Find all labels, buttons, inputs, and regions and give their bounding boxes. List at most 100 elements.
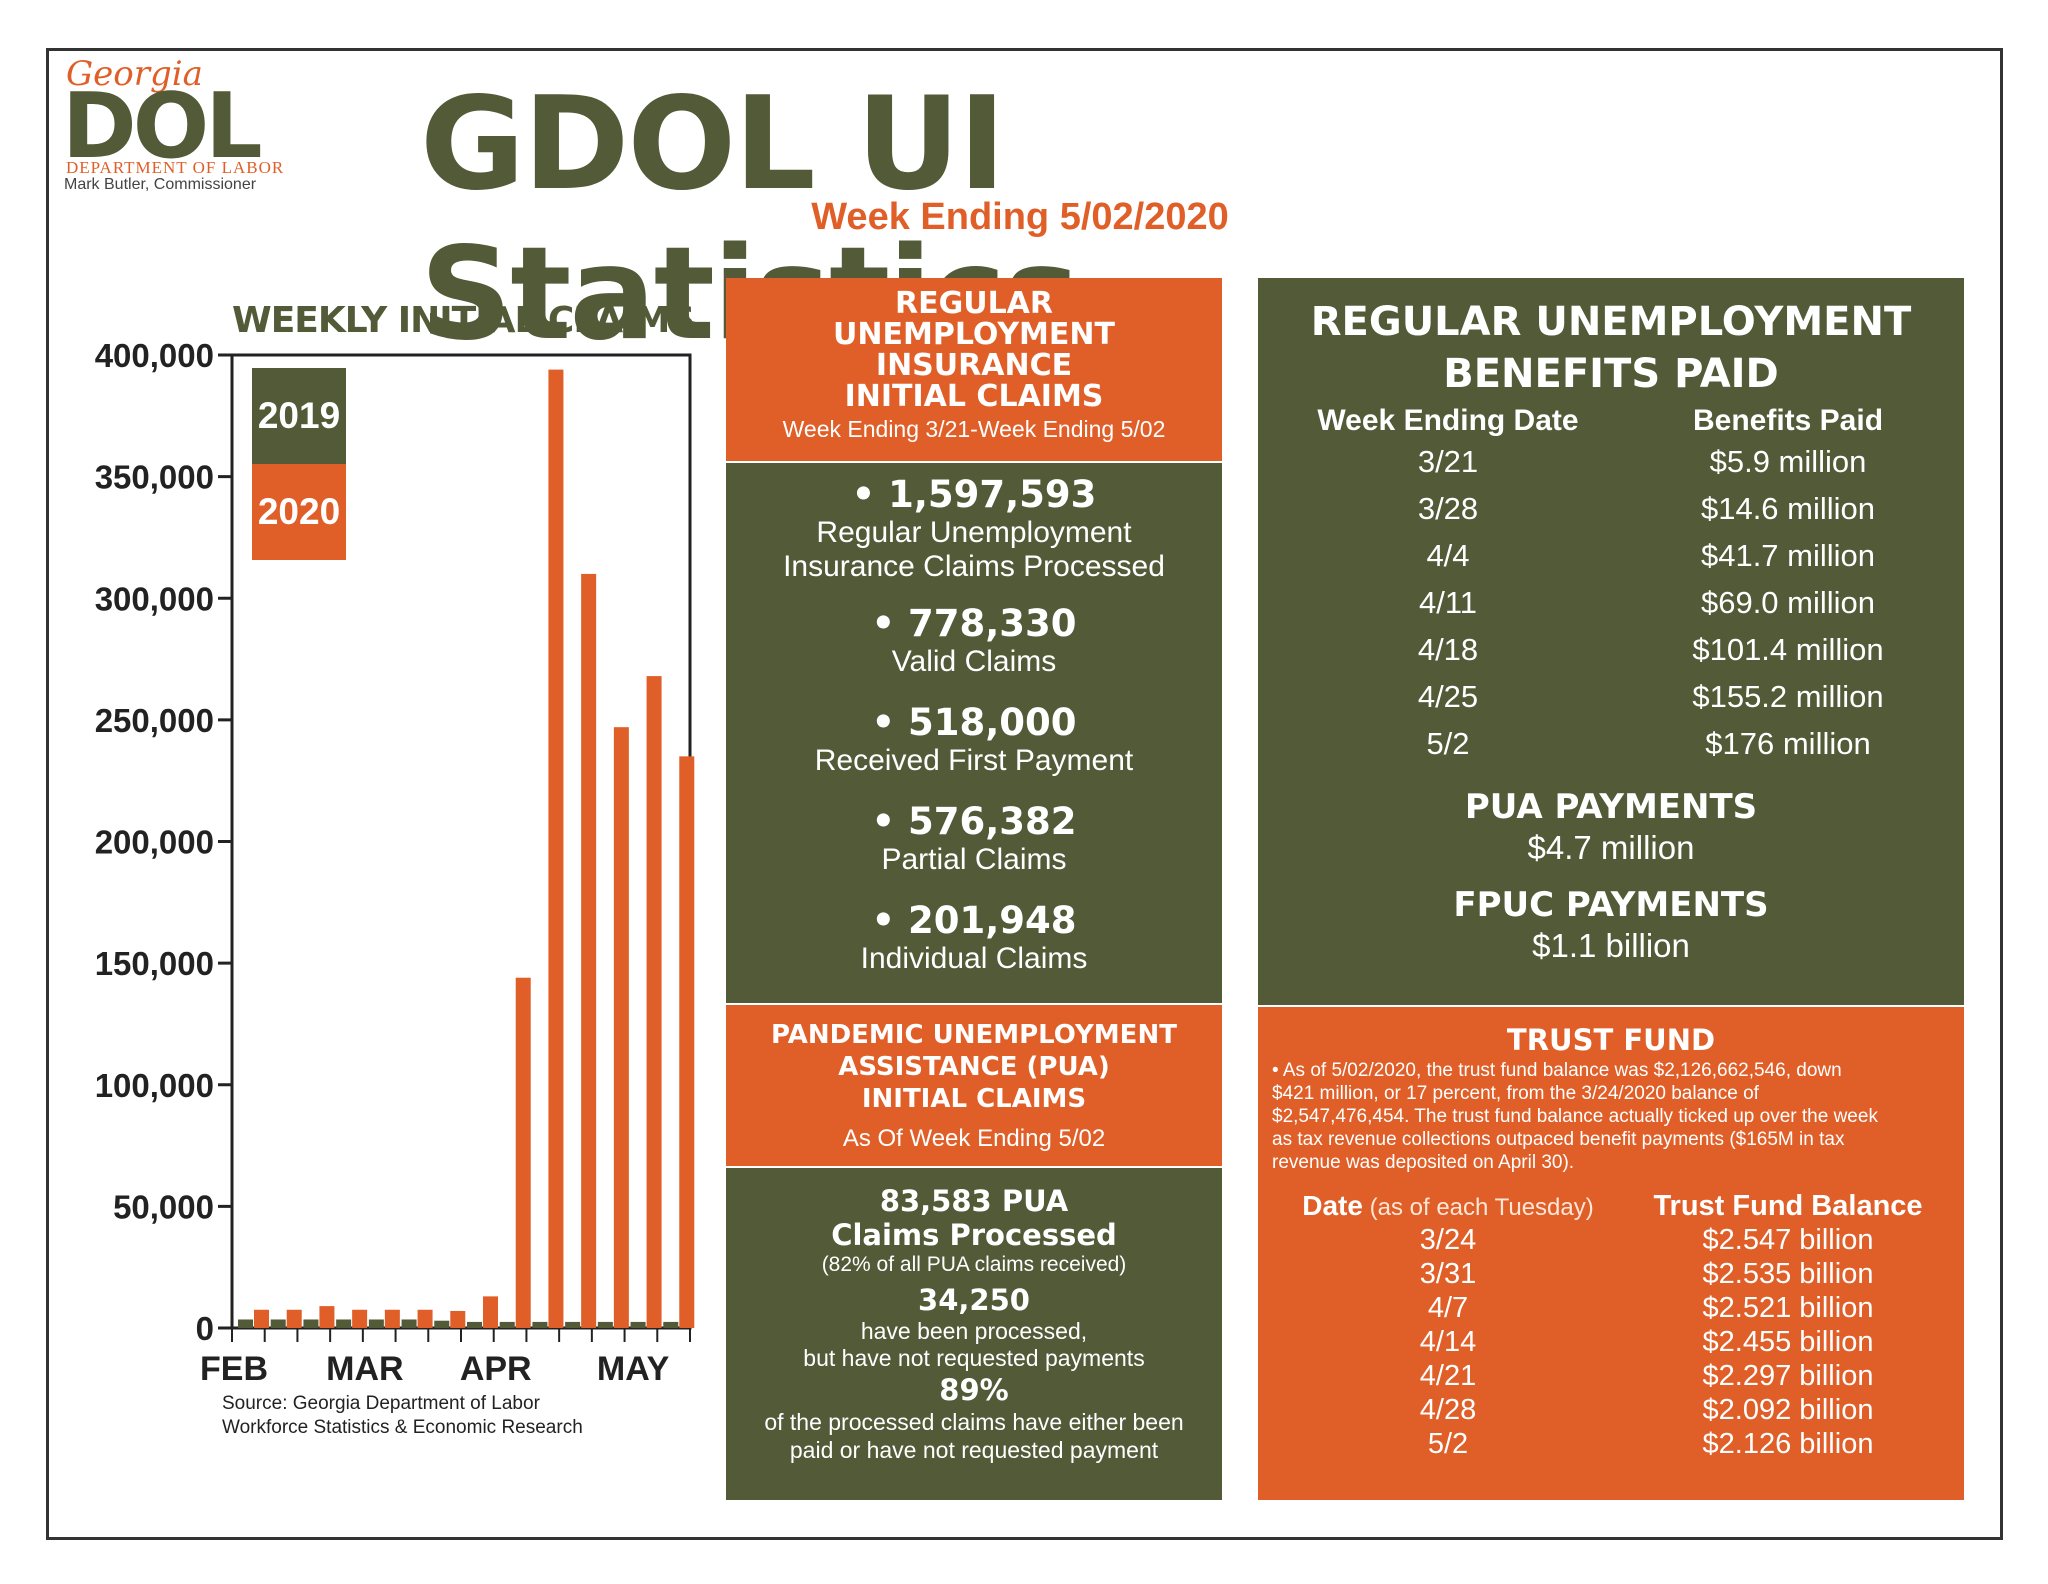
benefits-row: 3/28 $14.6 million xyxy=(1278,485,1964,532)
bar-2019 xyxy=(630,1321,646,1328)
benefits-date: 5/2 xyxy=(1426,726,1470,761)
benefits-table: 3/21 $5.9 million 3/28 $14.6 million 4/4 $41.… xyxy=(1258,438,1964,767)
trust-date: 4/7 xyxy=(1427,1292,1469,1324)
x-month-label: MAY xyxy=(597,1350,670,1388)
regular-header-line: INITIAL CLAIMS xyxy=(844,379,1104,414)
bar-2019 xyxy=(303,1319,319,1328)
trust-text-line: as tax revenue collections outpaced bene… xyxy=(1272,1129,1845,1150)
regular-header-sub: Week Ending 3/21-Week Ending 5/02 xyxy=(782,416,1166,442)
legend-swatch-2019 xyxy=(252,368,346,464)
benefits-row: 4/25 $155.2 million xyxy=(1278,673,1964,720)
stat-number: • 778,330 xyxy=(871,602,1077,645)
benefits-row: 5/2 $176 million xyxy=(1278,720,1964,767)
benefits-table-header: Week Ending Date Benefits Paid xyxy=(1258,404,1964,438)
bar-2019 xyxy=(597,1321,613,1328)
stat-label: Partial Claims xyxy=(881,843,1067,876)
stat-label: Individual Claims xyxy=(860,942,1088,975)
page-frame xyxy=(46,48,2003,1540)
legend-label: 2020 xyxy=(258,491,340,532)
regular-claims-stats: • 1,597,593 Regular Unemployment Insuran… xyxy=(726,463,1222,1003)
trust-value: $2.092 billion xyxy=(1702,1394,1874,1426)
pua-claims-stats: 83,583 PUA Claims Processed (82% of all … xyxy=(726,1168,1222,1500)
stat-label: Received First Payment xyxy=(814,744,1134,777)
pua-header-line: PANDEMIC UNEMPLOYMENT xyxy=(771,1020,1177,1050)
benefits-row: 4/11 $69.0 million xyxy=(1278,579,1964,626)
regular-header-line: UNEMPLOYMENT xyxy=(833,317,1115,352)
bar-2019 xyxy=(565,1321,581,1328)
regular-claims-header: REGULAR UNEMPLOYMENT INSURANCE INITIAL C… xyxy=(726,278,1222,461)
chart-title: WEEKLY INITIAL CLAIMS xyxy=(232,300,695,341)
benefits-date: 4/4 xyxy=(1426,538,1470,573)
benefits-date: 4/18 xyxy=(1417,632,1479,667)
benefits-paid-panel: REGULAR UNEMPLOYMENT BENEFITS PAID Week … xyxy=(1258,278,1964,1005)
benefits-date: 4/11 xyxy=(1418,585,1478,620)
benefits-date: 3/28 xyxy=(1417,491,1479,526)
trust-text-line: $2,547,476,454. The trust fund balance a… xyxy=(1272,1106,1878,1127)
benefits-row: 3/21 $5.9 million xyxy=(1278,438,1964,485)
trust-value: $2.126 billion xyxy=(1702,1428,1874,1460)
y-tick-label: 300,000 xyxy=(95,580,214,617)
trust-fund-title: TRUST FUND xyxy=(1506,1023,1716,1057)
legend-swatch-2020 xyxy=(252,464,346,560)
stat-number: • 576,382 xyxy=(871,800,1077,843)
bar-2020 xyxy=(515,977,531,1328)
bar-2019 xyxy=(532,1321,548,1328)
y-tick-label: 100,000 xyxy=(95,1067,214,1104)
chart-source: Source: Georgia Department of Labor Work… xyxy=(222,1392,583,1440)
y-tick-label: 350,000 xyxy=(95,459,214,496)
weekly-claims-chart: 0 50,000 100,000 150,000 200,000 250,000 300,0… xyxy=(95,337,695,1388)
logo-department: DEPARTMENT OF LABOR xyxy=(66,158,285,177)
bar-2019 xyxy=(270,1319,286,1328)
bar-2020 xyxy=(352,1309,368,1328)
col-date: Date (as of each Tuesday) xyxy=(1278,1190,1618,1223)
y-tick-label: 0 xyxy=(196,1310,214,1347)
fpuc-payments-value: $1.1 billion xyxy=(1532,927,1690,964)
pua-percent-label: of the processed claims have either been xyxy=(764,1409,1184,1435)
x-month-label: APR xyxy=(460,1350,532,1388)
benefits-row: 4/4 $41.7 million xyxy=(1278,532,1964,579)
trust-table-header: Date (as of each Tuesday) Trust Fund Bal… xyxy=(1258,1190,1964,1223)
pua-processed-note: (82% of all PUA claims received) xyxy=(821,1253,1127,1276)
bar-2020 xyxy=(417,1309,433,1328)
stat-label: Regular Unemployment xyxy=(816,516,1132,549)
trust-text-line: $421 million, or 17 percent, from the 3/… xyxy=(1272,1083,1759,1104)
trust-date: 5/2 xyxy=(1427,1428,1469,1460)
pua-header-line: INITIAL CLAIMS xyxy=(861,1084,1087,1114)
trust-date: 3/24 xyxy=(1419,1224,1477,1256)
trust-value: $2.547 billion xyxy=(1702,1224,1874,1256)
regular-header-line: REGULAR xyxy=(894,286,1053,321)
trust-table: 3/24 $2.547 billion 3/31 $2.535 billion 4/7 $… xyxy=(1258,1223,1964,1461)
pua-percent: 89% xyxy=(939,1373,1009,1407)
bar-2020 xyxy=(450,1310,466,1328)
benefits-value: $41.7 million xyxy=(1700,538,1876,573)
bar-2020 xyxy=(679,756,695,1328)
benefits-header-line: BENEFITS PAID xyxy=(1443,351,1779,397)
bar-2019 xyxy=(401,1319,417,1328)
stat-number: • 1,597,593 xyxy=(851,473,1097,516)
x-month-label: FEB xyxy=(200,1350,268,1388)
logo-dol: DOL xyxy=(62,74,263,179)
y-tick-label: 200,000 xyxy=(95,824,214,861)
bar-2020 xyxy=(286,1309,302,1328)
trust-row: 3/31 $2.535 billion xyxy=(1278,1257,1964,1291)
source-line-1: Source: Georgia Department of Labor xyxy=(222,1393,540,1414)
bar-2020 xyxy=(483,1296,498,1328)
y-tick-label: 150,000 xyxy=(95,945,214,982)
trust-value: $2.535 billion xyxy=(1702,1258,1874,1290)
bar-2020 xyxy=(581,573,597,1328)
stat-label: Insurance Claims Processed xyxy=(783,550,1165,583)
trust-date: 3/31 xyxy=(1419,1258,1477,1290)
logo-commissioner: Mark Butler, Commissioner xyxy=(64,176,257,193)
bar-2019 xyxy=(336,1319,352,1328)
trust-value: $2.521 billion xyxy=(1702,1292,1874,1324)
col-date-label: Date xyxy=(1302,1190,1363,1221)
legend-label: 2019 xyxy=(258,395,340,436)
trust-date: 4/14 xyxy=(1419,1326,1477,1358)
trust-row: 4/14 $2.455 billion xyxy=(1278,1325,1964,1359)
trust-row: 4/28 $2.092 billion xyxy=(1278,1393,1964,1427)
bar-2020 xyxy=(646,676,662,1328)
bar-2019 xyxy=(467,1321,482,1328)
trust-fund-text: • As of 5/02/2020, the trust fund balanc… xyxy=(1258,1057,1964,1174)
stat-number: • 201,948 xyxy=(871,899,1077,942)
bar-2020 xyxy=(384,1309,400,1328)
